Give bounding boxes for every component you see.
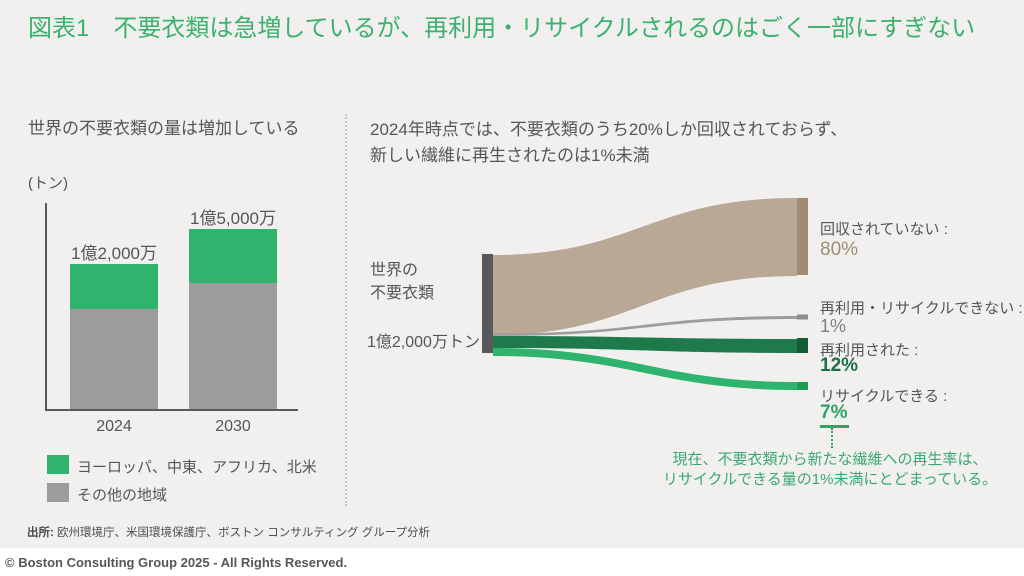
left-chart-subtitle: 世界の不要衣類の量は増加している [28,119,300,138]
flow-value-reused: 12% [820,355,859,376]
sankey-source-label-line1: 世界の [370,262,419,279]
sankey-source-node [482,254,493,353]
bar-2024-total-label: 1億2,000万 [71,244,157,263]
x-axis-line [45,409,298,411]
flow-label-reused: 再利用された : [820,342,919,359]
bar-2024-segment-emea-na [70,264,158,309]
legend-label-emea-na: ヨーロッパ、中東、アフリカ、北米 [77,459,317,476]
annotation-dotted-connector [831,428,833,448]
legend-label-other-regions: その他の地域 [77,487,168,504]
sankey-annotation-line1: 現在、不要衣類から新たな繊維への再生率は、 [672,451,988,468]
sankey-node-recyclable [797,382,808,390]
sankey-flow-uncollected [493,198,797,335]
page-title: 図表1 不要衣類は急増しているが、再利用・リサイクルされるのはごく一部にすぎない [28,15,976,42]
sankey-node-uncollected [797,198,808,275]
legend-swatch-other-regions [47,483,69,502]
sankey-node-not-reusable [797,314,808,320]
sankey-heading-line1: 2024年時点では、不要衣類のうち20%しか回収されておらず、 [370,120,848,139]
copyright-text: © Boston Consulting Group 2025 - All Rig… [5,555,348,570]
flow-label-not-reusable: 再利用・リサイクルできない : [820,300,1023,317]
bar-2030-segment-emea-na [189,229,277,283]
sankey-heading-line2: 新しい繊維に再生されたのは1%未満 [370,145,650,165]
legend-swatch-emea-na [47,455,69,474]
sankey-source-amount: 1億2,000万トン [367,334,480,351]
sankey-source-label-line2: 不要衣類 [370,285,435,303]
source-note-text: 欧州環境庁、米国環境保護庁、ボストン コンサルティング グループ分析 [53,527,431,539]
bar-2030-segment-other [189,283,277,409]
left-chart-unit-label: (トン) [28,175,68,192]
footer-band [0,548,1024,576]
sankey-diagram [482,198,808,390]
flow-label-uncollected: 回収されていない : [820,221,948,238]
flow-label-recyclable: リサイクルできる : [820,388,948,405]
flow-value-uncollected: 80% [820,239,859,260]
sankey-heading: 2024年時点では、不要衣類のうち20%しか回収されておらず、 新しい繊維に再生… [370,117,847,168]
bar-2030-category-label: 2030 [215,418,251,435]
sankey-source-label: 世界の 不要衣類 [370,259,434,305]
y-axis-line [45,203,47,411]
sankey-annotation-line2: リサイクルできる量の1%未満にとどまっている。 [662,471,998,489]
sankey-node-reused [797,338,808,353]
panel-divider [345,114,347,506]
source-note-label: 出所: [27,527,54,539]
bar-2024-category-label: 2024 [96,418,132,435]
source-note: 出所: 欧州環境庁、米国環境保護庁、ボストン コンサルティング グループ分析 [27,524,430,540]
sankey-flow-reused [493,336,797,353]
flow-value-recyclable: 7% [820,402,850,428]
sankey-flow-not-reusable [493,316,797,336]
flow-value-not-reusable: 1% [820,316,847,336]
sankey-annotation: 現在、不要衣類から新たな繊維への再生率は、 リサイクルできる量の1%未満にとどま… [648,450,1012,491]
flow-value-recyclable-text: 7% [820,402,850,428]
bar-2030-total-label: 1億5,000万 [190,209,276,228]
sankey-flow-recyclable [493,348,797,390]
bar-2024-segment-other [70,309,158,409]
